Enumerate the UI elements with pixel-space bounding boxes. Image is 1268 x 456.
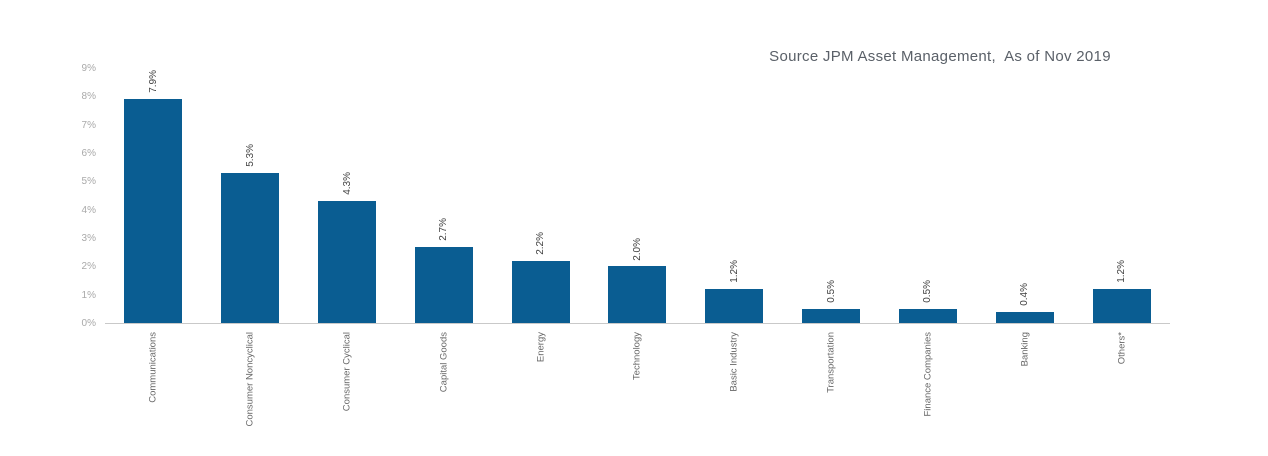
category-label: Others* [1116, 332, 1128, 365]
category-label: Basic Industry [728, 332, 740, 392]
y-tick-label: 8% [81, 91, 96, 103]
bar-value-label: 7.9% [147, 70, 159, 94]
bar [124, 99, 183, 323]
bar-group: 4.3% Consumer Cyclical [299, 68, 396, 411]
y-tick-label: 3% [81, 233, 96, 244]
bar-group: 2.2% Energy [492, 68, 589, 362]
bar [802, 308, 861, 323]
category-label: Consumer Noncyclical [244, 332, 256, 427]
bar-group: 7.9% Communications [105, 68, 202, 403]
category-label: Finance Companies [922, 332, 934, 417]
category-label: Consumer Cyclical [341, 332, 353, 412]
bar-group: 2.0% Technology [589, 68, 686, 380]
bar-value-label: 4.3% [341, 172, 353, 196]
bar-value-label: 5.3% [244, 144, 256, 167]
bar [898, 308, 957, 323]
bar-group: 5.3% Consumer Noncyclical [202, 68, 299, 427]
bar-value-label: 1.2% [728, 260, 740, 283]
chart-title: Source JPM Asset Management, As of Nov 2… [769, 48, 1111, 65]
bar-group: 0.5% Finance Companies [880, 68, 977, 417]
y-tick-label: 4% [81, 204, 96, 216]
y-tick-label: 7% [81, 119, 96, 131]
bar [318, 201, 377, 323]
bar [221, 172, 280, 323]
y-tick-label: 9% [81, 63, 96, 74]
y-tick-label: 5% [81, 176, 96, 188]
y-tick-label: 2% [81, 261, 96, 273]
category-label: Technology [631, 332, 643, 381]
bar [511, 260, 570, 323]
bar-group: 0.5% Transportation [783, 68, 880, 393]
bar-value-label: 0.4% [1019, 282, 1031, 306]
y-axis: 0% 1% 2% 3% 4% 5% 6% 7% 8% 9% [0, 0, 96, 456]
category-label: Capital Goods [438, 332, 450, 393]
bar [995, 311, 1054, 323]
bar [1092, 289, 1151, 323]
y-tick-label: 1% [81, 289, 96, 301]
bar-value-label: 1.2% [1116, 260, 1128, 283]
y-tick-label: 6% [81, 148, 96, 159]
category-label: Banking [1019, 332, 1031, 367]
y-tick-label: 0% [81, 318, 96, 329]
bar-group: 1.2% Others* [1073, 68, 1170, 364]
bar [705, 289, 764, 323]
bar-group: 1.2% Basic Industry [686, 68, 783, 392]
category-label: Energy [535, 332, 547, 363]
bar-group: 0.4% Banking [976, 68, 1073, 366]
bar-value-label: 2.2% [535, 231, 547, 255]
bar-value-label: 2.7% [438, 217, 450, 241]
bar [414, 246, 473, 323]
bar-value-label: 2.0% [631, 237, 643, 261]
bar-value-label: 0.5% [825, 280, 837, 303]
category-label: Transportation [825, 332, 837, 393]
plot-area: 7.9% Communications 5.3% Consumer Noncyclic… [105, 68, 1170, 427]
bar [608, 266, 667, 323]
bar-group: 2.7% Capital Goods [395, 68, 492, 392]
bar-value-label: 0.5% [922, 280, 934, 303]
category-label: Communications [147, 332, 159, 403]
